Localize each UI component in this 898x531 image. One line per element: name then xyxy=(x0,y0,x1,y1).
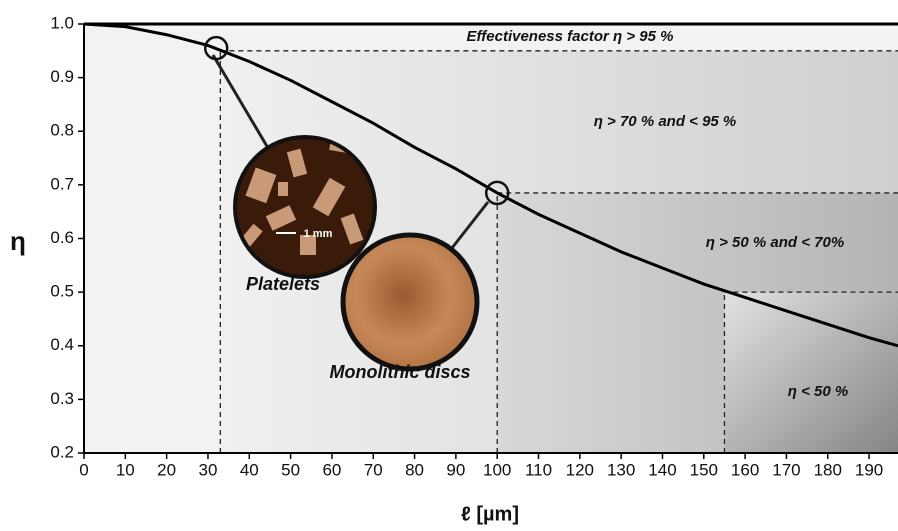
x-tick-label: 120 xyxy=(566,460,594,479)
marker xyxy=(484,180,510,206)
region-label: Effectiveness factor η > 95 % xyxy=(467,28,674,45)
y-tick-label: 0.9 xyxy=(50,67,74,86)
x-tick-label: 80 xyxy=(405,460,424,479)
disc-image xyxy=(340,232,480,372)
x-tick-label: 40 xyxy=(240,460,259,479)
curve xyxy=(83,22,898,348)
connector xyxy=(450,201,490,249)
x-tick-label: 90 xyxy=(446,460,465,479)
y-tick-label: 0.6 xyxy=(50,228,74,247)
x-tick-label: 70 xyxy=(364,460,383,479)
x-tick-label: 110 xyxy=(525,460,552,479)
x-tick-label: 130 xyxy=(607,460,635,479)
x-tick-label: 170 xyxy=(772,460,800,479)
region-label: η > 70 % and < 95 % xyxy=(594,113,737,130)
x-tick-label: 0 xyxy=(79,460,88,479)
y-tick-label: 0.2 xyxy=(50,442,74,461)
annotation: Platelets xyxy=(246,274,320,294)
annotation: Monolithic discs xyxy=(329,362,470,382)
x-tick-label: 190 xyxy=(855,460,883,479)
y-axis-label: η xyxy=(10,226,26,256)
x-tick-label: 160 xyxy=(731,460,759,479)
y-tick-label: 0.4 xyxy=(50,335,74,354)
region-label: η < 50 % xyxy=(788,383,848,400)
scale-label: 1 mm xyxy=(304,228,333,240)
y-tick-label: 0.5 xyxy=(50,282,74,301)
x-tick-label: 30 xyxy=(198,460,217,479)
x-tick-label: 20 xyxy=(157,460,176,479)
y-tick-label: 0.8 xyxy=(50,121,74,140)
x-tick-label: 140 xyxy=(648,460,676,479)
x-tick-label: 100 xyxy=(483,460,511,479)
region-label: η > 50 % and < 70% xyxy=(706,234,844,251)
x-axis-label: ℓ [µm] xyxy=(461,503,519,525)
y-tick-label: 0.7 xyxy=(50,174,74,193)
x-tick-label: 180 xyxy=(814,460,842,479)
platelets-image xyxy=(233,135,377,279)
y-tick-label: 0.3 xyxy=(50,389,74,408)
y-tick-label: 1.0 xyxy=(50,13,74,32)
x-tick-label: 10 xyxy=(116,460,135,479)
x-tick-label: 50 xyxy=(281,460,300,479)
x-tick-label: 60 xyxy=(322,460,341,479)
x-tick-label: 150 xyxy=(690,460,718,479)
connector xyxy=(211,54,270,149)
marker xyxy=(203,35,229,61)
region xyxy=(724,292,898,453)
